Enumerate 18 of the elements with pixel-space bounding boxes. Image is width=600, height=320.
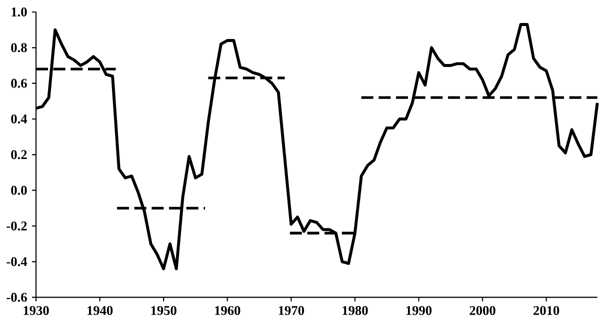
y-tick-label: 0.0	[11, 186, 27, 195]
x-tick-label: 1970	[278, 306, 304, 316]
x-tick-label: 1960	[215, 306, 240, 316]
x-tick-label: 1940	[88, 306, 113, 316]
x-tick-label: 2000	[470, 306, 496, 316]
y-tick-label: -0.4	[6, 257, 28, 266]
x-tick-label: 1950	[151, 306, 176, 316]
y-tick-label: 0.4	[11, 114, 28, 124]
y-tick-label: 0.8	[11, 43, 27, 52]
y-tick-label: 0.6	[11, 78, 27, 88]
y-tick-label: -0.2	[6, 221, 27, 231]
y-tick-label: 0.2	[11, 150, 27, 160]
x-tick-label: 1930	[24, 306, 49, 316]
x-tick-label: 1980	[342, 306, 368, 316]
x-tick-label: 1990	[406, 306, 432, 316]
y-tick-label: -0.6	[6, 292, 27, 302]
y-tick-label: 1.0	[12, 7, 27, 17]
x-tick-label: 2010	[534, 306, 560, 316]
